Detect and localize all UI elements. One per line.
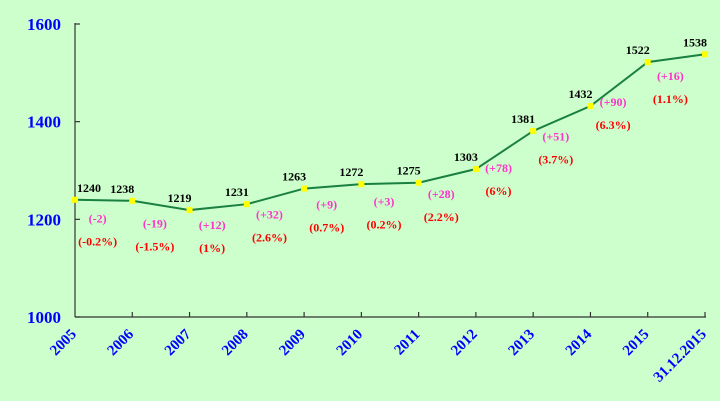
x-tick-label: 2013 (505, 327, 538, 360)
axes (74, 23, 706, 318)
percent-change-label: (1.1%) (653, 92, 688, 106)
change-label: (+90) (600, 95, 627, 109)
data-point-marker (243, 201, 250, 208)
change-label: (+12) (199, 218, 226, 232)
x-tick-label: 2012 (448, 327, 481, 360)
x-tick-label: 2007 (162, 326, 195, 359)
y-tick-label: 1600 (27, 15, 61, 34)
percent-change-label: (2.6%) (252, 230, 287, 244)
x-tick-label: 2009 (276, 327, 309, 360)
data-point-marker (702, 51, 708, 58)
value-label: 1231 (225, 185, 249, 199)
change-label: (-2) (89, 211, 107, 225)
data-point-marker (72, 196, 78, 203)
x-tick-label: 2008 (219, 327, 252, 360)
x-tick-label: 2011 (392, 327, 424, 359)
data-point-marker (644, 59, 651, 66)
change-label: (+9) (316, 197, 337, 211)
data-point-marker (358, 181, 365, 188)
data-line (74, 53, 706, 212)
value-label: 1522 (626, 43, 650, 57)
value-label: 1432 (568, 87, 592, 101)
change-label: (+78) (485, 161, 512, 175)
x-tick-label: 2010 (334, 327, 367, 360)
data-point-marker (186, 207, 193, 214)
y-tick-label: 1400 (27, 113, 61, 132)
x-tick-label: 31.12.2015 (651, 327, 710, 386)
data-labels: 1240 1238 1219 1231 1263 1272 1275 1303 1381 1432… (77, 35, 707, 255)
percent-change-label: (3.7%) (538, 152, 573, 166)
data-point-marker (129, 197, 136, 204)
x-axis-ticks: 2005 2006 2007 2008 2009 2010 2011 2012 2013 2014… (47, 312, 710, 386)
percent-change-label: (1%) (199, 241, 225, 255)
percent-change-label: (0.2%) (367, 217, 402, 231)
y-tick-label: 1200 (27, 210, 61, 229)
data-point-marker (530, 127, 537, 134)
value-label: 1263 (282, 170, 306, 184)
percent-change-label: (-0.2%) (78, 234, 117, 248)
data-point-marker (472, 166, 479, 173)
change-label: (+3) (374, 194, 395, 208)
percent-change-label: (-1.5%) (135, 239, 174, 253)
change-label: (+28) (428, 187, 455, 201)
x-tick-label: 2005 (47, 327, 80, 360)
value-label: 1238 (110, 182, 134, 196)
change-label: (+51) (542, 129, 569, 143)
y-tick-label: 1000 (27, 308, 61, 327)
value-label: 1240 (77, 181, 101, 195)
value-label: 1381 (511, 112, 535, 126)
x-tick-label: 2015 (620, 327, 653, 360)
data-point-marker (301, 185, 308, 192)
change-label: (+16) (657, 69, 684, 83)
change-label: (+32) (256, 207, 283, 221)
percent-change-label: (6%) (486, 184, 512, 198)
percent-change-label: (2.2%) (424, 210, 459, 224)
x-tick-label: 2014 (563, 326, 596, 359)
x-tick-label: 2006 (105, 326, 138, 359)
value-label: 1219 (168, 191, 192, 205)
percent-change-label: (6.3%) (596, 118, 631, 132)
change-label: (-19) (143, 216, 167, 230)
percent-change-label: (0.7%) (309, 220, 344, 234)
value-label: 1303 (454, 150, 478, 164)
data-point-marker (587, 103, 594, 110)
data-markers (72, 51, 708, 214)
value-label: 1538 (683, 35, 707, 49)
value-label: 1272 (339, 165, 363, 179)
y-axis-ticks: 1000 1200 1400 1600 (27, 15, 80, 327)
data-point-marker (415, 179, 422, 186)
value-label: 1275 (397, 164, 421, 178)
